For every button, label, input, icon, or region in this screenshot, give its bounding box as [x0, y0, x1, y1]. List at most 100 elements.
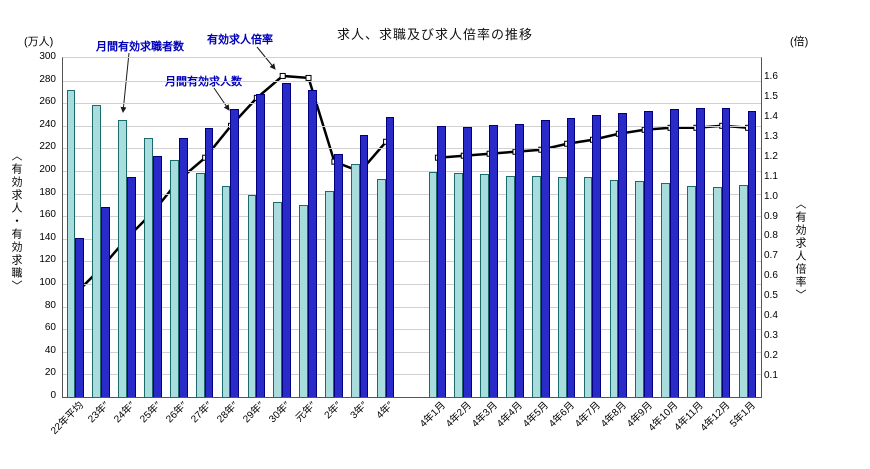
bar-openings	[618, 113, 628, 397]
bar-seekers	[376, 178, 386, 397]
bar-seekers	[118, 120, 128, 397]
gridline	[63, 238, 761, 240]
bar-seekers	[609, 180, 619, 397]
right-axis-tick-label: 0.6	[764, 270, 778, 282]
right-axis-unit: (倍)	[790, 36, 809, 48]
right-axis-tick-label: 0.2	[764, 350, 778, 362]
chart-title: 求人、求職及び求人倍率の推移	[336, 27, 533, 42]
left-axis-unit: (万人)	[24, 36, 54, 48]
gridline	[63, 148, 761, 150]
x-axis-label: 22年平均	[48, 400, 86, 437]
x-axis-label: 29年″	[241, 400, 267, 426]
left-axis-tick-label: 240	[39, 118, 56, 130]
x-axis-label: 23年″	[86, 400, 112, 426]
bar-openings	[695, 107, 705, 397]
bar-seekers	[299, 204, 308, 397]
bar-seekers	[195, 173, 205, 397]
gridline	[63, 374, 761, 376]
bar-seekers	[480, 174, 490, 397]
bar-seekers	[247, 194, 257, 397]
left-axis-tick-label: 100	[39, 277, 56, 288]
bar-openings	[204, 128, 214, 397]
x-axis-label: 25年″	[138, 400, 164, 426]
x-axis-label: 27年″	[189, 400, 215, 426]
x-axis-label: 28年″	[215, 400, 241, 426]
bar-seekers	[661, 183, 670, 397]
bar-openings	[747, 111, 757, 397]
bar-openings	[463, 126, 473, 397]
gridline	[63, 351, 761, 353]
x-axis-label: 4年5月	[521, 400, 552, 430]
x-axis-label: 4年6月	[547, 400, 577, 430]
bar-openings	[152, 156, 162, 397]
bar-seekers	[428, 172, 438, 397]
bar-openings	[385, 116, 395, 397]
x-axis-label: 4年″	[374, 400, 396, 422]
x-axis-label: 4年1月	[417, 400, 448, 430]
bar-seekers	[635, 181, 645, 397]
x-axis-label: 4年2月	[443, 400, 474, 430]
gridline	[63, 171, 761, 172]
gridline	[63, 261, 761, 263]
bar-openings	[333, 154, 343, 397]
bar-seekers	[687, 185, 696, 397]
bar-openings	[282, 82, 291, 397]
left-axis-tick-label: 80	[44, 299, 56, 311]
left-axis-tick-label: 280	[39, 73, 56, 85]
left-axis-tick-label: 140	[39, 231, 56, 243]
left-axis-tick-label: 200	[39, 164, 56, 175]
bar-openings	[256, 94, 266, 397]
bar-seekers	[532, 175, 541, 397]
gridline	[63, 306, 761, 308]
bar-seekers	[170, 159, 179, 397]
bar-openings	[437, 125, 447, 397]
gridline	[63, 329, 761, 331]
right-axis-tick-label: 0.7	[764, 250, 778, 262]
gridline	[63, 125, 761, 127]
ratio-marker	[279, 72, 286, 79]
legend-ratio-label: 有効求人倍率	[207, 34, 273, 46]
bar-openings	[721, 107, 731, 397]
bar-seekers	[325, 191, 334, 397]
x-axis-label: 26年″	[163, 400, 190, 426]
bar-openings	[230, 108, 240, 397]
bar-openings	[127, 176, 136, 397]
right-axis-tick-label: 0.5	[764, 290, 778, 302]
bar-openings	[566, 117, 576, 397]
bar-seekers	[92, 105, 102, 397]
bar-seekers	[738, 184, 748, 397]
left-axis-tick-label: 260	[39, 96, 56, 108]
bar-seekers	[506, 175, 515, 397]
bar-openings	[514, 123, 524, 397]
bar-openings	[308, 89, 317, 397]
right-axis-tick-label: 1.1	[764, 170, 778, 182]
bar-openings	[178, 138, 188, 397]
x-axis-label: 2年″	[322, 400, 345, 422]
bar-seekers	[144, 138, 153, 397]
left-axis-tick-label: 60	[44, 322, 56, 334]
bar-seekers	[454, 173, 464, 397]
gridline	[63, 80, 761, 82]
ratio-line-layer	[72, 72, 752, 297]
right-axis-tick-label: 0.4	[764, 310, 778, 322]
left-axis-tick-label: 0	[50, 390, 56, 401]
bar-seekers	[712, 186, 722, 397]
x-axis-label: 5年1月	[728, 400, 758, 430]
right-axis-tick-label: 1.4	[764, 110, 778, 122]
plot-area	[62, 57, 762, 398]
x-axis-label: 30年″	[267, 400, 293, 426]
bar-openings	[670, 108, 679, 397]
bar-openings	[75, 237, 85, 397]
bar-openings	[489, 124, 498, 397]
bar-seekers	[557, 176, 567, 397]
right-axis-tick-label: 1.3	[764, 130, 778, 142]
left-axis-tick-label: 120	[39, 254, 56, 266]
x-axis-label: 4年8月	[598, 400, 629, 430]
ratio-marker	[305, 74, 312, 81]
x-axis-label: 24年″	[112, 400, 138, 426]
bar-seekers	[66, 89, 76, 397]
gridline	[63, 216, 761, 218]
left-axis-tick-label: 220	[39, 141, 56, 153]
bar-openings	[359, 134, 369, 397]
